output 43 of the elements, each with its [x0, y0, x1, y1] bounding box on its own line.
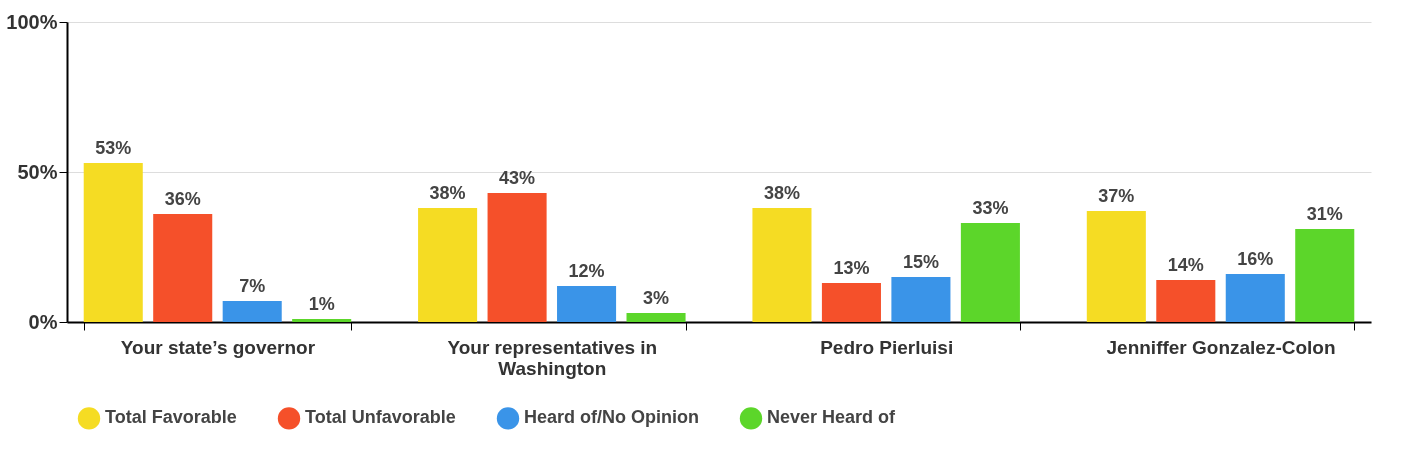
data-label: 31%	[1306, 204, 1343, 224]
bar	[1295, 229, 1355, 322]
x-tick-label: Your representatives in Washington	[447, 336, 658, 379]
bar	[752, 208, 812, 322]
bar	[222, 301, 282, 322]
data-label: 16%	[1237, 249, 1274, 269]
y-tick-label: 50%	[17, 160, 58, 183]
y-tick-label: 100%	[6, 10, 58, 33]
data-label: 38%	[429, 183, 466, 203]
bar	[557, 286, 617, 322]
bar	[292, 319, 352, 322]
data-label: 43%	[499, 168, 536, 188]
data-label: 13%	[833, 258, 870, 278]
bar	[891, 277, 951, 322]
legend-label: Heard of/No Opinion	[524, 407, 699, 428]
bar	[960, 223, 1020, 322]
bar	[487, 193, 547, 322]
data-label: 15%	[902, 252, 939, 272]
data-label: 53%	[95, 138, 132, 158]
data-label: 3%	[643, 288, 670, 308]
x-tick-label: Pedro Pierluisi	[820, 336, 954, 358]
legend-label: Total Unfavorable	[305, 407, 456, 428]
bar	[1156, 280, 1216, 322]
bar	[418, 208, 478, 322]
y-tick-label: 0%	[28, 310, 58, 333]
legend-label: Never Heard of	[767, 407, 897, 428]
bar	[821, 283, 881, 322]
data-label: 38%	[763, 183, 800, 203]
data-label: 1%	[308, 294, 335, 314]
data-label: 14%	[1167, 255, 1204, 275]
data-label: 12%	[568, 261, 605, 281]
bar	[1225, 274, 1285, 322]
bar	[626, 313, 686, 322]
bar	[1086, 211, 1146, 322]
x-tick-label: Your state’s governor	[120, 336, 316, 358]
legend-label: Total Favorable	[105, 407, 237, 428]
data-label: 36%	[164, 189, 201, 209]
data-label: 7%	[239, 276, 266, 296]
bar	[83, 163, 143, 322]
data-label: 33%	[972, 198, 1009, 218]
data-label: 37%	[1098, 186, 1135, 206]
bar	[153, 214, 213, 322]
x-tick-label: Jenniffer Gonzalez-Colon	[1106, 336, 1336, 358]
